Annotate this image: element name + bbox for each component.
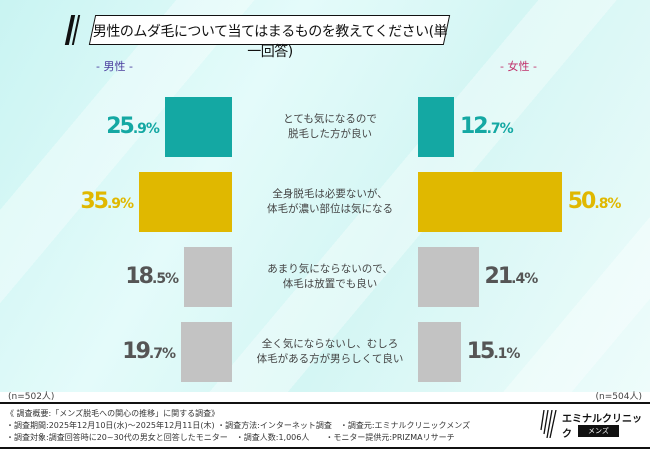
female-value-label: 50.8% xyxy=(567,189,622,214)
footer-line: 《 調査概要:「メンズ脱毛への関心の推移」に関する調査》 xyxy=(6,409,220,418)
female-sample-size: (n=504人) xyxy=(595,392,642,402)
male-bar xyxy=(164,97,232,157)
female-bar xyxy=(418,172,562,232)
female-value-label: 12.7% xyxy=(459,114,514,139)
male-bar xyxy=(184,247,232,307)
male-sample-size: (n=502人) xyxy=(8,392,55,402)
logo-text: エミナルクリニック xyxy=(562,414,642,440)
female-bar xyxy=(418,322,461,382)
male-bar xyxy=(180,322,232,382)
legend-male: - 男性 - xyxy=(96,60,133,73)
male-value-label: 18.5% xyxy=(125,264,179,289)
category-label: あまり気にならないので、 体毛は放置でも良い xyxy=(267,263,393,290)
logo-sub: メンズ xyxy=(578,425,619,437)
category-label: 全身脱毛は必要ないが、 体毛が濃い部位は気になる xyxy=(267,188,393,215)
footer-line: ・調査対象:調査回答時に20~30代の男女と回答したモニター ・調査人数:1,0… xyxy=(6,433,455,442)
male-value-label: 35.9% xyxy=(80,189,134,214)
logo-icon xyxy=(540,410,557,438)
legend-female: - 女性 - xyxy=(500,60,537,73)
category-label: とても気になるので 脱毛した方が良い xyxy=(283,113,377,140)
divider xyxy=(0,402,650,404)
male-value-label: 25.9% xyxy=(106,114,160,139)
logo: エミナルクリニック メンズ xyxy=(540,410,645,440)
female-bar xyxy=(418,247,479,307)
female-bar xyxy=(418,97,454,157)
footer-line: ・調査期間:2025年12月10日(水)～2025年12月11日(木) ・調査方… xyxy=(6,421,471,430)
chart-title: 男性のムダ毛について当てはまるものを教えてください(単一回答) xyxy=(92,24,448,60)
male-value-label: 19.7% xyxy=(122,339,176,364)
divider xyxy=(0,447,650,449)
female-value-label: 21.4% xyxy=(484,264,539,289)
category-label: 全く気にならないし、むしろ 体毛がある方が男らしくて良い xyxy=(256,338,404,365)
male-bar xyxy=(139,172,232,232)
survey-footer: 《 調査概要:「メンズ脱毛への関心の推移」に関する調査》 ・調査期間:2025年… xyxy=(6,408,470,444)
female-value-label: 15.1% xyxy=(466,339,521,364)
